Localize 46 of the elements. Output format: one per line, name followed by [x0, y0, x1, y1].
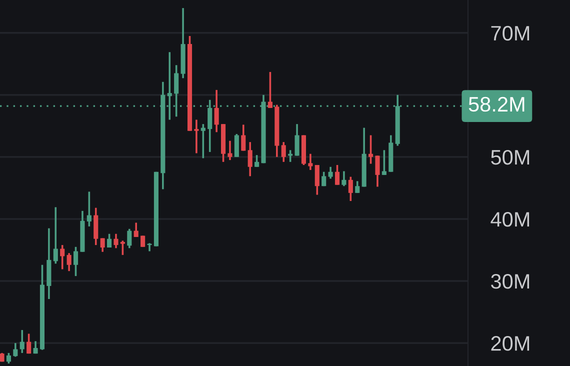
y-tick-label: 20M [491, 336, 530, 351]
candlestick [328, 166, 333, 180]
candlestick [120, 240, 125, 256]
y-tick-label: 50M [491, 150, 530, 165]
candlestick [228, 140, 232, 161]
candlestick [13, 342, 18, 358]
candlestick [248, 141, 252, 178]
candlestick [382, 149, 386, 176]
candlestick [86, 190, 92, 228]
candlestick [342, 170, 346, 188]
candlestick [66, 252, 72, 272]
candlestick [355, 180, 360, 194]
candlestick [308, 152, 313, 171]
candlestick [127, 228, 132, 250]
candlestick [53, 206, 58, 265]
candlestick [114, 232, 118, 250]
candlestick [94, 206, 98, 246]
ref-line-label: 58.2M [468, 96, 524, 112]
candlestick [334, 164, 340, 186]
candlestick [60, 244, 65, 270]
candlestick [26, 332, 32, 354]
candlestick [375, 154, 380, 188]
candlestick [314, 164, 320, 196]
y-tick-label: 70M [491, 26, 530, 41]
candlestick [281, 141, 286, 163]
candlestick [268, 71, 272, 109]
candlestick [234, 133, 239, 158]
candlestick [33, 340, 38, 354]
candlestick [73, 246, 78, 277]
candlestick [107, 232, 112, 248]
candlestick [134, 222, 138, 238]
y-tick-label: 40M [490, 212, 530, 227]
candlestick [194, 118, 199, 154]
candlestick [214, 89, 219, 134]
candlestick [241, 124, 246, 152]
candlestick [200, 123, 206, 160]
candlestick [254, 154, 260, 168]
candlestick [294, 123, 300, 157]
candlestick [100, 237, 105, 253]
candlestick [322, 170, 326, 188]
y-tick-label: 30M [491, 274, 530, 289]
candlestick [6, 352, 11, 364]
candlestick [140, 234, 146, 248]
candlestick [348, 176, 353, 202]
candlestick [20, 329, 24, 354]
candlestick [368, 134, 374, 165]
